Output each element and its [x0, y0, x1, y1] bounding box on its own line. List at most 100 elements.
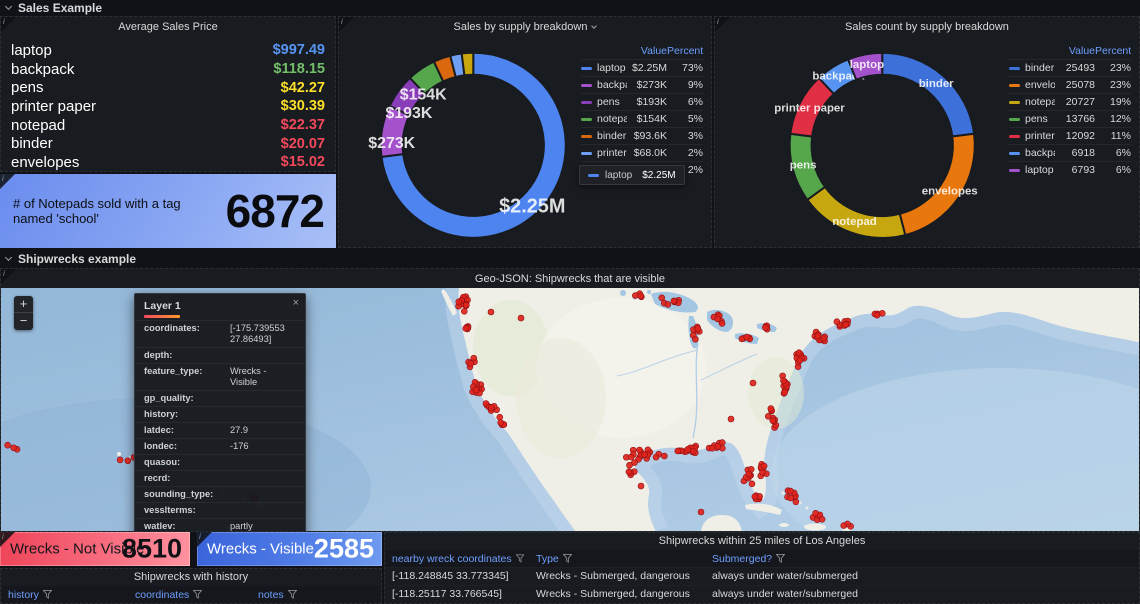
filter-icon[interactable]: [42, 590, 52, 599]
tooltip-layer-tab[interactable]: Layer 1: [144, 300, 181, 312]
row-header-shipwrecks[interactable]: Shipwrecks example: [4, 251, 136, 267]
shipwreck-marker[interactable]: [641, 451, 648, 458]
shipwreck-marker[interactable]: [637, 292, 645, 300]
shipwreck-marker[interactable]: [116, 456, 124, 464]
shipwreck-marker[interactable]: [796, 357, 804, 364]
shipwreck-marker[interactable]: [497, 419, 505, 426]
legend-row[interactable]: pens 13766 12%: [1009, 110, 1131, 127]
shipwreck-marker[interactable]: [460, 308, 468, 315]
shipwreck-marker[interactable]: [873, 311, 881, 319]
shipwreck-marker[interactable]: [10, 444, 17, 452]
shipwreck-marker[interactable]: [462, 325, 470, 332]
column-header[interactable]: Submerged?: [706, 553, 1138, 565]
legend-row[interactable]: binder 25493 23%: [1009, 59, 1131, 76]
donut-slice-notepad[interactable]: [805, 185, 907, 239]
shipwreck-marker[interactable]: [787, 487, 794, 495]
shipwreck-marker[interactable]: [718, 320, 726, 327]
legend-row[interactable]: envelopes 25078 23%: [1009, 76, 1131, 93]
legend-row[interactable]: printer paper 12092 11%: [1009, 127, 1131, 144]
shipwreck-marker[interactable]: [780, 377, 787, 385]
shipwreck-marker[interactable]: [124, 457, 132, 465]
legend-row[interactable]: printer paper $68.0K 2%: [581, 144, 703, 161]
column-header[interactable]: history: [2, 589, 129, 601]
legend-sort-percent[interactable]: Percent: [667, 45, 704, 57]
close-icon[interactable]: ×: [292, 297, 299, 309]
panel-info-corner[interactable]: i: [339, 17, 354, 32]
shipwreck-marker[interactable]: [487, 308, 495, 316]
shipwreck-marker[interactable]: [674, 447, 682, 455]
panel-info-corner[interactable]: i: [1, 17, 16, 32]
filter-icon[interactable]: [287, 590, 297, 599]
legend-row[interactable]: pens $193K 6%: [581, 93, 703, 110]
shipwreck-marker[interactable]: [658, 294, 666, 302]
panel-info-corner[interactable]: i: [715, 17, 730, 32]
donut-slice-binder[interactable]: [881, 51, 976, 138]
shipwreck-marker[interactable]: [840, 522, 848, 529]
donut-slice-laptop[interactable]: [846, 51, 884, 81]
shipwreck-marker[interactable]: [637, 482, 645, 490]
legend-row[interactable]: backpack $273K 9%: [581, 76, 703, 93]
shipwreck-marker[interactable]: [818, 515, 826, 523]
panel-info-corner[interactable]: i: [1, 269, 16, 284]
shipwreck-marker[interactable]: [749, 379, 757, 387]
zoom-in-button[interactable]: +: [14, 296, 33, 313]
shipwreck-marker[interactable]: [787, 494, 795, 502]
shipwreck-marker[interactable]: [714, 315, 721, 323]
shipwreck-marker[interactable]: [652, 453, 660, 461]
column-header[interactable]: coordinates: [129, 589, 252, 601]
shipwreck-marker[interactable]: [709, 444, 716, 452]
shipwreck-marker[interactable]: [632, 292, 639, 299]
shipwreck-marker[interactable]: [462, 301, 470, 309]
shipwreck-marker[interactable]: [684, 445, 692, 453]
table-row[interactable]: [-118.248845 33.773345] Wrecks - Submerge…: [386, 567, 1138, 585]
shipwreck-marker[interactable]: [627, 453, 635, 461]
column-header[interactable]: nearby wreck coordinates: [386, 553, 530, 565]
donut-slice-laptop[interactable]: [380, 51, 567, 239]
legend-row[interactable]: notepad $154K 5%: [581, 110, 703, 127]
legend-sort-value[interactable]: Value: [640, 45, 667, 57]
map-canvas[interactable]: + − × Layer 1 coordinates: [-175.739553 2…: [1, 288, 1139, 531]
legend-row[interactable]: notepad 20727 19%: [1009, 93, 1131, 110]
shipwreck-marker[interactable]: [743, 333, 751, 341]
shipwreck-marker[interactable]: [812, 509, 819, 517]
shipwreck-marker[interactable]: [762, 324, 769, 331]
shipwreck-marker[interactable]: [767, 405, 775, 412]
shipwreck-marker[interactable]: [751, 493, 759, 500]
shipwreck-marker[interactable]: [636, 446, 643, 454]
shipwreck-marker[interactable]: [760, 462, 768, 470]
shipwreck-marker[interactable]: [664, 301, 672, 308]
shipwreck-marker[interactable]: [833, 318, 841, 326]
shipwreck-marker[interactable]: [748, 480, 756, 488]
filter-icon[interactable]: [776, 554, 786, 563]
shipwreck-marker[interactable]: [694, 325, 702, 332]
shipwreck-marker[interactable]: [842, 321, 850, 328]
filter-icon[interactable]: [562, 554, 572, 563]
panel-info-corner[interactable]: i: [0, 532, 15, 547]
legend-row[interactable]: laptop 6793 6%: [1009, 161, 1131, 178]
shipwreck-marker[interactable]: [670, 297, 678, 305]
shipwreck-marker[interactable]: [661, 452, 668, 460]
shipwreck-marker[interactable]: [455, 298, 463, 306]
shipwreck-marker[interactable]: [814, 332, 822, 340]
shipwreck-marker[interactable]: [487, 404, 495, 411]
panel-info-corner[interactable]: i: [0, 174, 15, 189]
shipwreck-marker[interactable]: [714, 443, 722, 450]
shipwreck-marker[interactable]: [625, 468, 633, 476]
donut-slice-envelopes[interactable]: [460, 51, 475, 77]
shipwreck-marker[interactable]: [467, 360, 475, 367]
panel-title[interactable]: Sales by supply breakdown: [339, 17, 711, 37]
shipwreck-marker[interactable]: [781, 389, 788, 396]
shipwreck-marker[interactable]: [697, 508, 705, 516]
legend-sort-percent[interactable]: Percent: [1095, 45, 1132, 57]
legend-row[interactable]: binder $93.6K 3%: [581, 127, 703, 144]
table-row[interactable]: [-118.25117 33.766545] Wrecks - Submerged…: [386, 584, 1138, 603]
shipwreck-marker[interactable]: [517, 314, 525, 322]
zoom-out-button[interactable]: −: [19, 313, 28, 328]
shipwreck-marker[interactable]: [727, 415, 735, 423]
shipwreck-marker[interactable]: [472, 386, 480, 394]
legend-sort-value[interactable]: Value: [1068, 45, 1095, 57]
shipwreck-marker[interactable]: [769, 417, 777, 424]
shipwreck-marker[interactable]: [689, 447, 697, 455]
shipwreck-marker[interactable]: [470, 354, 478, 362]
shipwreck-marker[interactable]: [496, 413, 504, 421]
